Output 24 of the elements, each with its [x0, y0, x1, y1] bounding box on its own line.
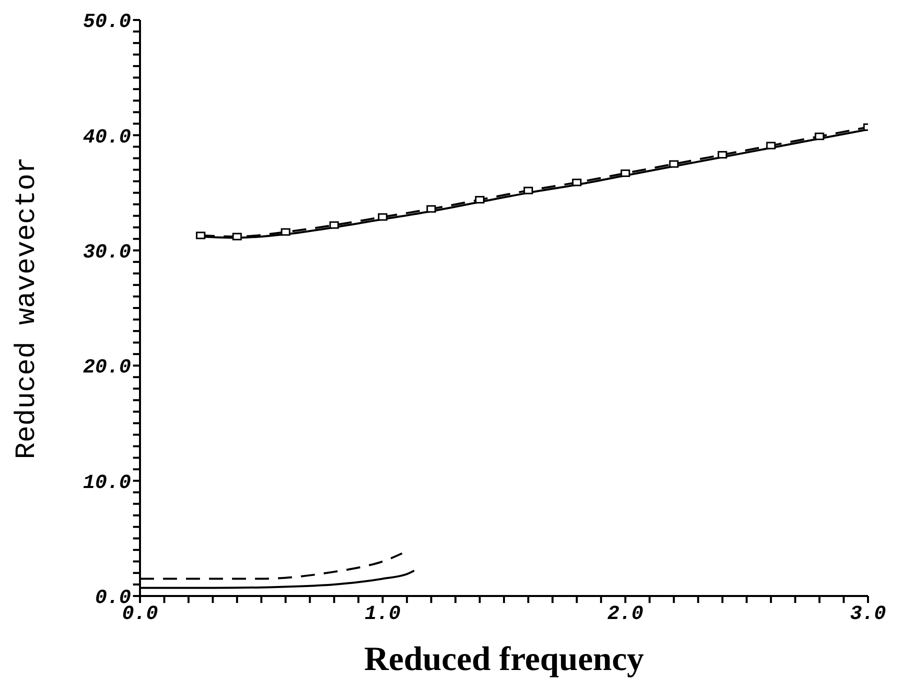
y-tick-label: 40.0 — [82, 126, 131, 150]
point — [426, 205, 436, 213]
point — [232, 232, 242, 240]
point — [669, 160, 679, 168]
point — [718, 151, 728, 159]
point — [474, 196, 484, 204]
x-tick-label: 2.0 — [607, 603, 644, 626]
point — [572, 178, 582, 186]
point — [814, 132, 824, 140]
point — [196, 232, 206, 240]
point — [766, 142, 776, 150]
y-tick-label: 20.0 — [82, 356, 131, 380]
x-tick-label: 1.0 — [364, 603, 401, 626]
point — [280, 228, 290, 236]
y-tick-label: 10.0 — [82, 472, 131, 495]
x-axis-title: Reduced frequency — [364, 641, 644, 678]
point — [329, 221, 339, 229]
y-tick-label: 50.0 — [82, 11, 131, 34]
point — [620, 169, 630, 177]
point — [524, 186, 534, 194]
x-tick-label: 3.0 — [850, 603, 886, 626]
y-axis-title: Reduced wavevector — [12, 156, 43, 460]
point — [378, 213, 388, 221]
y-tick-label: 30.0 — [82, 242, 131, 264]
